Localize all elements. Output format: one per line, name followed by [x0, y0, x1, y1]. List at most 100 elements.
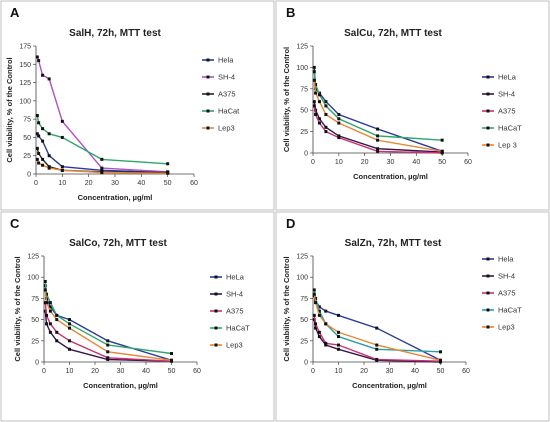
data-point — [317, 313, 321, 317]
data-point — [312, 65, 316, 69]
x-tick-label: 50 — [438, 159, 446, 166]
data-point — [312, 100, 316, 104]
data-point — [440, 149, 444, 153]
data-point — [68, 322, 71, 326]
x-tick-label: 10 — [335, 159, 343, 166]
x-tick-label: 40 — [137, 180, 145, 187]
y-tick-label: 50 — [23, 135, 31, 142]
data-point — [48, 305, 52, 309]
data-point — [45, 313, 49, 317]
x-tick-label: 30 — [111, 180, 119, 187]
y-tick-label: 125 — [19, 80, 31, 87]
data-point — [106, 339, 110, 343]
chart-panel-d: D SalZn, 72h, MTT test 0 25 50 75 100 125 0 10 20 3… — [282, 216, 522, 390]
data-point — [48, 322, 52, 326]
legend-marker — [214, 292, 218, 296]
data-point — [35, 146, 39, 150]
data-point — [41, 163, 45, 167]
y-tick-label: 100 — [27, 275, 39, 282]
series-a375 — [312, 104, 444, 155]
data-point — [375, 347, 379, 351]
series-lep3 — [35, 157, 170, 175]
series-hacat — [43, 279, 173, 356]
data-point — [317, 117, 321, 121]
data-point — [100, 171, 104, 175]
data-point — [41, 139, 45, 143]
data-point — [35, 157, 39, 161]
y-tick-label: 50 — [31, 317, 39, 324]
data-point — [312, 313, 316, 317]
legend-marker — [486, 274, 490, 278]
data-point — [314, 326, 318, 330]
legend-label: Hela — [498, 255, 514, 264]
legend-label: HaCat — [218, 107, 240, 116]
data-point — [170, 352, 173, 356]
panel-frame-d — [275, 211, 550, 422]
data-point — [337, 121, 341, 125]
data-point — [68, 318, 71, 322]
panel-frame-c — [0, 211, 275, 422]
legend-marker — [214, 275, 218, 279]
data-point — [337, 347, 340, 351]
legend-label: Lep3 — [226, 341, 243, 350]
data-point — [337, 117, 341, 121]
x-tick-label: 40 — [412, 159, 420, 166]
chart-title: SalCu, 72h, MTT test — [344, 28, 442, 39]
data-point — [376, 147, 380, 151]
data-point — [337, 343, 340, 347]
legend-marker — [206, 126, 210, 130]
legend-label: A375 — [498, 107, 516, 116]
series-hacat — [312, 70, 444, 142]
x-tick-label: 10 — [58, 180, 66, 187]
y-tick-label: 175 — [19, 44, 31, 51]
data-point — [337, 330, 340, 334]
legend-label: HeLa — [498, 73, 517, 82]
data-point — [45, 301, 49, 305]
legend-label: SH-4 — [498, 90, 515, 99]
data-point — [317, 121, 321, 125]
data-point — [60, 165, 64, 169]
data-point — [47, 154, 51, 158]
data-point — [106, 356, 110, 360]
data-point — [43, 288, 47, 292]
legend-label: HeLa — [226, 273, 245, 282]
data-point — [317, 305, 321, 309]
series-lep-3 — [312, 78, 444, 153]
chart-panel-a: A SalH, 72h, MTT test 0 25 50 75 100 125 150 175 0… — [5, 5, 240, 202]
x-tick-label: 30 — [117, 368, 125, 375]
data-point — [324, 343, 328, 347]
legend-marker — [486, 126, 490, 130]
chart-panel-c: C SalCo, 72h, MTT test 0 25 50 75 100 125 0 10 20 3… — [10, 216, 250, 390]
data-point — [106, 357, 110, 361]
x-tick-label: 60 — [462, 368, 470, 375]
panel-frame-a — [0, 0, 275, 211]
data-point — [55, 313, 59, 317]
legend-marker — [214, 326, 218, 330]
x-tick-label: 30 — [387, 159, 395, 166]
data-point — [312, 288, 316, 292]
legend-label: HaCaT — [498, 306, 522, 315]
panel-letter: D — [286, 216, 295, 231]
data-point — [324, 125, 328, 129]
y-tick-label: 150 — [19, 62, 31, 69]
y-axis-label: Cell viability, % of the Control — [5, 57, 14, 162]
data-point — [337, 134, 341, 138]
data-point — [375, 343, 379, 347]
y-tick-label: 75 — [31, 296, 39, 303]
y-tick-label: 0 — [304, 151, 308, 158]
legend-label: SH-4 — [226, 290, 243, 299]
legend-marker — [206, 92, 210, 96]
y-tick-label: 50 — [300, 317, 308, 324]
panel-letter: C — [10, 216, 20, 231]
x-axis-label: Concentration, µg/ml — [353, 172, 428, 181]
data-point — [106, 343, 110, 347]
data-point — [47, 132, 51, 136]
legend-marker — [214, 309, 218, 313]
data-point — [35, 55, 39, 59]
data-point — [375, 326, 379, 330]
x-tick-label: 0 — [42, 368, 46, 375]
data-point — [312, 78, 316, 82]
y-axis-label: Cell viability, % of the Control — [13, 256, 22, 361]
x-tick-label: 0 — [34, 180, 38, 187]
